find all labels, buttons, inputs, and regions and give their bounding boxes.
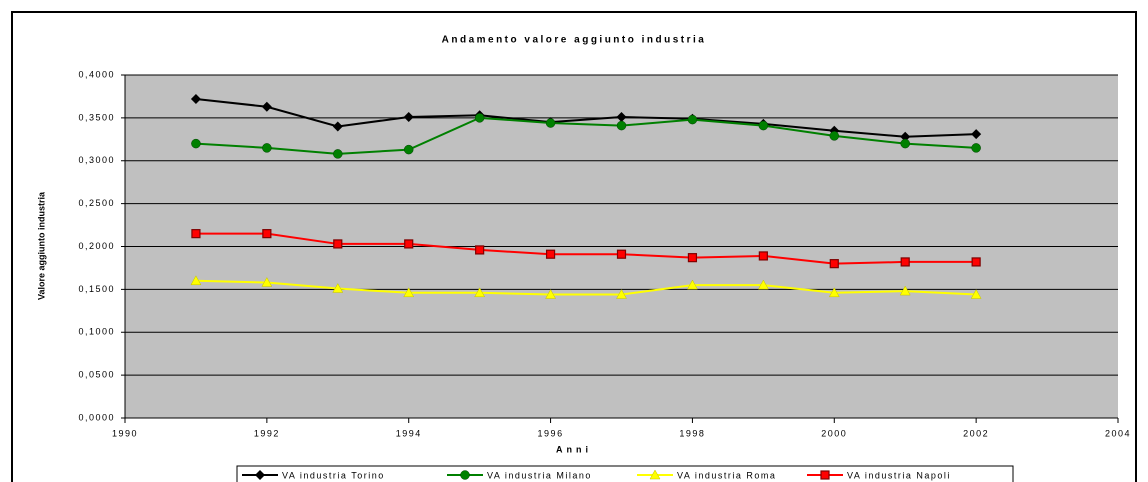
x-tick-label: 1990 bbox=[112, 428, 138, 438]
y-tick-label: 0,2000 bbox=[78, 241, 115, 251]
series-line bbox=[195, 98, 977, 138]
y-tick-label: 0,0500 bbox=[78, 370, 115, 380]
marker bbox=[687, 253, 698, 263]
marker bbox=[474, 287, 486, 298]
marker bbox=[475, 245, 485, 255]
legend-label: VA industria Torino bbox=[282, 470, 385, 480]
legend-label: VA industria Napoli bbox=[847, 470, 951, 480]
marker bbox=[404, 239, 414, 249]
marker bbox=[460, 470, 470, 480]
marker bbox=[900, 257, 910, 267]
marker bbox=[616, 249, 627, 259]
marker bbox=[262, 143, 272, 153]
marker bbox=[262, 229, 272, 239]
marker bbox=[403, 287, 415, 298]
marker bbox=[255, 470, 265, 480]
series-line bbox=[195, 116, 977, 155]
marker bbox=[687, 279, 698, 290]
marker bbox=[900, 138, 910, 149]
marker bbox=[899, 285, 911, 296]
y-tick-label: 0,1000 bbox=[78, 327, 115, 337]
x-tick-label: 1992 bbox=[254, 428, 280, 438]
marker bbox=[758, 251, 768, 261]
marker bbox=[616, 120, 627, 131]
y-tick-label: 0,3000 bbox=[78, 155, 115, 165]
series-line bbox=[195, 279, 977, 296]
marker bbox=[971, 129, 982, 140]
x-tick-label: 2004 bbox=[1105, 428, 1131, 438]
x-axis-label: Anni bbox=[556, 444, 592, 454]
legend-label: VA industria Roma bbox=[677, 470, 776, 480]
marker bbox=[191, 229, 201, 239]
marker bbox=[332, 121, 343, 132]
marker bbox=[820, 470, 830, 480]
marker bbox=[545, 249, 556, 259]
marker bbox=[333, 149, 343, 159]
marker bbox=[829, 131, 840, 141]
marker bbox=[545, 118, 556, 128]
marker bbox=[545, 289, 556, 299]
marker bbox=[971, 257, 981, 267]
y-tick-label: 0,2500 bbox=[78, 198, 115, 208]
marker bbox=[970, 289, 982, 299]
marker bbox=[403, 144, 414, 155]
marker bbox=[190, 275, 202, 286]
marker bbox=[616, 289, 627, 299]
legend-label: VA industria Milano bbox=[487, 470, 592, 480]
marker bbox=[900, 131, 911, 142]
x-tick-label: 1996 bbox=[538, 428, 564, 438]
marker bbox=[332, 283, 344, 293]
marker bbox=[261, 101, 272, 112]
x-tick-label: 2002 bbox=[963, 428, 989, 438]
marker bbox=[828, 287, 840, 298]
y-tick-label: 0,4000 bbox=[78, 69, 115, 79]
legend: VA industria Torino VA industria Milano VA… bbox=[236, 465, 1014, 482]
x-tick-label: 1994 bbox=[396, 428, 422, 438]
marker bbox=[474, 113, 485, 123]
marker bbox=[649, 469, 661, 480]
marker bbox=[190, 94, 201, 105]
y-tick-label: 0,3500 bbox=[78, 112, 115, 122]
y-tick-label: 0,0000 bbox=[78, 412, 115, 422]
series-line bbox=[195, 232, 977, 265]
y-axis-label: Valore aggiunto industria bbox=[36, 191, 46, 300]
marker bbox=[829, 259, 839, 269]
x-tick-label: 1998 bbox=[679, 428, 705, 438]
marker bbox=[971, 143, 981, 153]
marker bbox=[758, 120, 769, 131]
y-tick-label: 0,1500 bbox=[78, 284, 115, 294]
chart-title: Andamento valore aggiunto industria bbox=[442, 35, 707, 46]
marker bbox=[333, 239, 343, 249]
marker bbox=[403, 112, 414, 123]
marker bbox=[191, 138, 201, 149]
x-tick-label: 2000 bbox=[821, 428, 847, 438]
legend-box bbox=[236, 465, 1014, 482]
marker bbox=[757, 279, 769, 290]
marker bbox=[687, 114, 698, 125]
marker bbox=[616, 112, 627, 123]
marker bbox=[261, 277, 273, 287]
